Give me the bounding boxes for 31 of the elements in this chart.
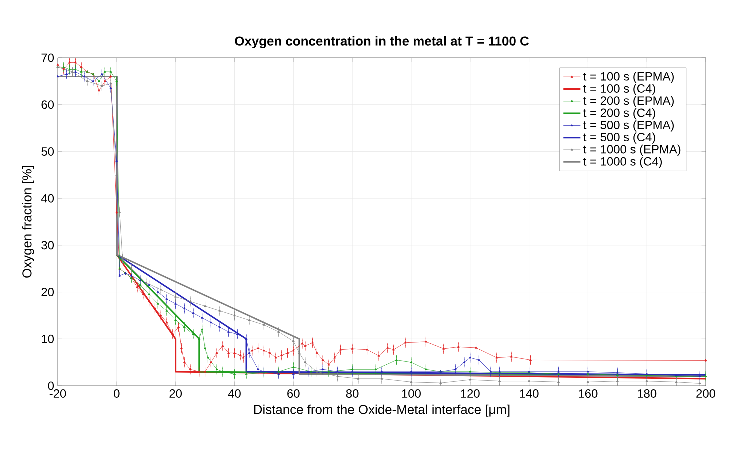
y-tick-label: 0 [48, 382, 54, 390]
legend-label: t = 1000 s (EPMA) [584, 144, 681, 156]
x-tick-label: 200 [696, 390, 716, 398]
x-tick-label: 60 [288, 390, 300, 398]
y-tick-label: 30 [42, 241, 54, 250]
legend-label: t = 200 s (EPMA) [584, 96, 674, 108]
chart-title: Oxygen concentration in the metal at T = 1100 C [235, 36, 530, 49]
y-tick-label: 60 [42, 100, 54, 110]
y-tick-label: 70 [42, 54, 54, 62]
x-axis-title: Distance from the Oxide-Metal interface [μm] [254, 404, 510, 417]
y-tick-label: 10 [42, 334, 54, 344]
x-tick-label: 140 [520, 390, 539, 398]
y-tick-label: 40 [41, 194, 54, 203]
x-tick-label: 180 [638, 390, 657, 398]
x-tick-label: 40 [228, 390, 241, 398]
legend-label: t = 500 s (EPMA) [584, 120, 674, 132]
x-tick-label: 160 [579, 390, 598, 398]
legend-label: t = 500 s (C4) [584, 132, 656, 144]
x-tick-label: 120 [461, 390, 480, 398]
x-tick-label: 80 [346, 390, 359, 398]
y-tick-label: 20 [42, 288, 54, 297]
x-tick-label: 100 [402, 390, 421, 398]
legend-label: t = 100 s (C4) [584, 84, 656, 96]
x-tick-label: 0 [114, 390, 120, 398]
y-tick-label: 50 [42, 147, 54, 156]
x-tick-label: -20 [50, 390, 66, 398]
y-axis-title: Oxygen fraction [%] [22, 166, 34, 278]
legend-label: t = 200 s (C4) [584, 108, 656, 120]
legend-label: t = 1000 s (C4) [584, 157, 662, 168]
x-tick-label: 20 [170, 390, 182, 398]
legend-label: t = 100 s (EPMA) [584, 72, 674, 84]
